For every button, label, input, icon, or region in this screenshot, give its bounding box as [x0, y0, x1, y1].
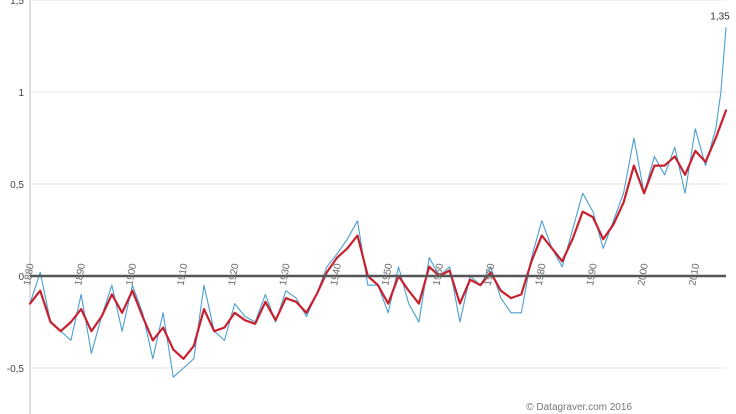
x-tick-label: 1960 — [432, 262, 447, 286]
y-tick-label: 0,5 — [10, 180, 24, 191]
x-tick-label: 1970 — [483, 262, 498, 286]
x-tick-label: 1920 — [227, 262, 242, 286]
y-tick-label: 1,5 — [10, 0, 24, 7]
y-axis: 1,5 1 0,5 0 -0,5 — [7, 0, 25, 375]
x-tick-label: 1930 — [278, 262, 293, 286]
x-tick-label: 1890 — [73, 262, 88, 286]
x-axis: 1880 1890 1900 1910 1920 1930 1940 1950 1960 1970… — [22, 262, 702, 286]
x-tick-label: 1980 — [534, 262, 549, 286]
x-tick-label: 1880 — [22, 262, 37, 286]
series-line-1 — [29, 27, 727, 378]
x-tick-label: 2000 — [636, 262, 651, 286]
x-tick-label: 1900 — [124, 262, 139, 286]
x-tick-label: 1940 — [329, 262, 344, 286]
x-tick-label: 2010 — [687, 262, 702, 286]
x-tick-label: 1950 — [380, 262, 395, 286]
x-tick-label: 1910 — [176, 262, 191, 286]
y-tick-label: 1 — [18, 88, 24, 99]
peak-annotation: 1,35 — [710, 12, 730, 23]
gridlines — [30, 0, 726, 369]
y-tick-label: 0 — [18, 272, 24, 283]
series-layer — [28, 27, 728, 378]
series-line-2 — [28, 109, 728, 360]
x-tick-label: 1990 — [585, 262, 600, 286]
y-tick-label: -0,5 — [7, 364, 25, 375]
credit-text: © Datagraver.com 2016 — [526, 402, 632, 413]
